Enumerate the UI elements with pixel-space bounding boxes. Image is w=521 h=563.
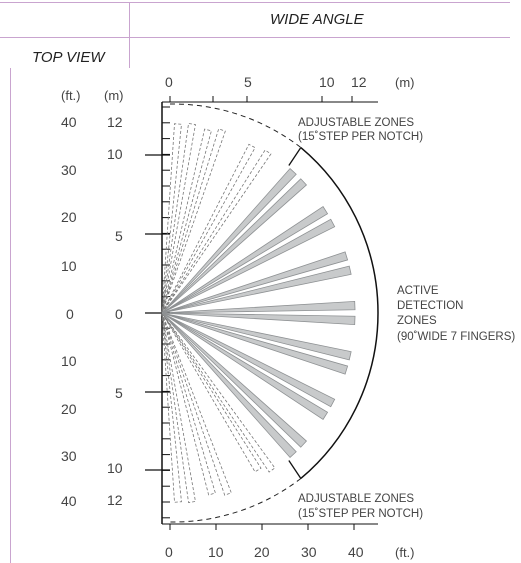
active-finger bbox=[161, 178, 308, 314]
active-boundary-arc bbox=[300, 146, 379, 480]
active-zones-line1: ACTIVE bbox=[397, 285, 439, 297]
top-tick-1: 5 bbox=[244, 74, 252, 90]
ft-unit-label: (ft.) bbox=[61, 88, 81, 103]
adjustable-zones-top-line2: (15˚STEP PER NOTCH) bbox=[298, 131, 423, 143]
bottom-tick-3: 30 bbox=[301, 544, 317, 560]
adjustable-finger bbox=[161, 312, 232, 496]
m-tick-5: 10 bbox=[107, 460, 123, 476]
ft-tick-5: 10 bbox=[61, 353, 77, 369]
active-zones-line2: DETECTION bbox=[397, 300, 463, 312]
adjustable-boundary-arc-bottom bbox=[169, 478, 302, 523]
active-finger bbox=[161, 265, 352, 314]
active-finger bbox=[161, 251, 349, 314]
arc-hook-top bbox=[288, 147, 302, 166]
adjustable-finger bbox=[161, 312, 216, 496]
boundary-arcs bbox=[169, 103, 379, 523]
adjustable-finger bbox=[161, 312, 276, 473]
m-tick-4: 5 bbox=[115, 385, 123, 401]
top-tick-3: 12 bbox=[351, 74, 367, 90]
adjustable-finger bbox=[161, 123, 182, 314]
bottom-unit-label: (ft.) bbox=[395, 545, 415, 560]
ft-tick-7: 30 bbox=[61, 448, 77, 464]
adjustable-zones-bottom-line2: (15˚STEP PER NOTCH) bbox=[298, 508, 423, 520]
m-unit-label: (m) bbox=[104, 88, 124, 103]
top-unit-label: (m) bbox=[395, 75, 415, 90]
active-zones-line4: (90˚WIDE 7 FINGERS) bbox=[397, 331, 515, 343]
adjustable-finger bbox=[161, 128, 212, 314]
active-finger bbox=[161, 300, 356, 314]
top-border bbox=[0, 2, 510, 3]
ft-tick-1: 30 bbox=[61, 162, 77, 178]
adjustable-finger bbox=[161, 312, 262, 473]
adjustable-zones-bottom-line1: ADJUSTABLE ZONES bbox=[298, 493, 414, 505]
adjustable-finger bbox=[161, 122, 196, 314]
ft-tick-4: 0 bbox=[66, 306, 74, 322]
adjustable-finger bbox=[161, 143, 256, 314]
adjustable-finger bbox=[161, 128, 226, 314]
active-finger bbox=[161, 206, 329, 314]
ft-tick-2: 20 bbox=[61, 209, 77, 225]
active-finger bbox=[161, 312, 352, 361]
arc-hook-bottom bbox=[288, 460, 302, 479]
ft-tick-3: 10 bbox=[61, 258, 77, 274]
bottom-tick-2: 20 bbox=[254, 544, 270, 560]
active-finger bbox=[161, 218, 336, 314]
m-tick-3: 0 bbox=[115, 306, 123, 322]
m-tick-1: 10 bbox=[107, 146, 123, 162]
top-tick-2: 10 bbox=[319, 74, 335, 90]
top-tick-0: 0 bbox=[165, 74, 173, 90]
active-detection-fingers bbox=[161, 167, 356, 459]
active-finger bbox=[161, 312, 349, 375]
active-finger bbox=[161, 312, 329, 420]
left-border bbox=[10, 68, 11, 563]
bottom-tick-1: 10 bbox=[208, 544, 224, 560]
adjustable-finger bbox=[161, 149, 272, 314]
header-divider bbox=[0, 37, 510, 38]
adjustable-finger bbox=[161, 312, 196, 504]
active-finger bbox=[161, 312, 356, 326]
view-label: TOP VIEW bbox=[32, 49, 105, 66]
active-finger bbox=[161, 167, 297, 314]
adjustable-zones-top-line1: ADJUSTABLE ZONES bbox=[298, 117, 414, 129]
adjustable-boundary-arc-top bbox=[169, 103, 302, 148]
adjustable-zone-fingers bbox=[161, 122, 276, 504]
bottom-tick-4: 40 bbox=[348, 544, 364, 560]
active-finger bbox=[161, 312, 297, 459]
bottom-tick-0: 0 bbox=[165, 544, 173, 560]
active-finger bbox=[161, 312, 308, 448]
m-tick-6: 12 bbox=[107, 492, 123, 508]
m-tick-2: 5 bbox=[115, 228, 123, 244]
diagram-title: WIDE ANGLE bbox=[270, 11, 364, 28]
header-column-divider bbox=[129, 2, 130, 68]
ft-tick-0: 40 bbox=[61, 114, 77, 130]
axis-ticks bbox=[145, 96, 355, 530]
adjustable-finger bbox=[161, 312, 182, 503]
ft-tick-8: 40 bbox=[61, 493, 77, 509]
active-zones-line3: ZONES bbox=[397, 315, 437, 327]
ft-tick-6: 20 bbox=[61, 401, 77, 417]
active-finger bbox=[161, 312, 336, 408]
m-tick-0: 12 bbox=[107, 114, 123, 130]
